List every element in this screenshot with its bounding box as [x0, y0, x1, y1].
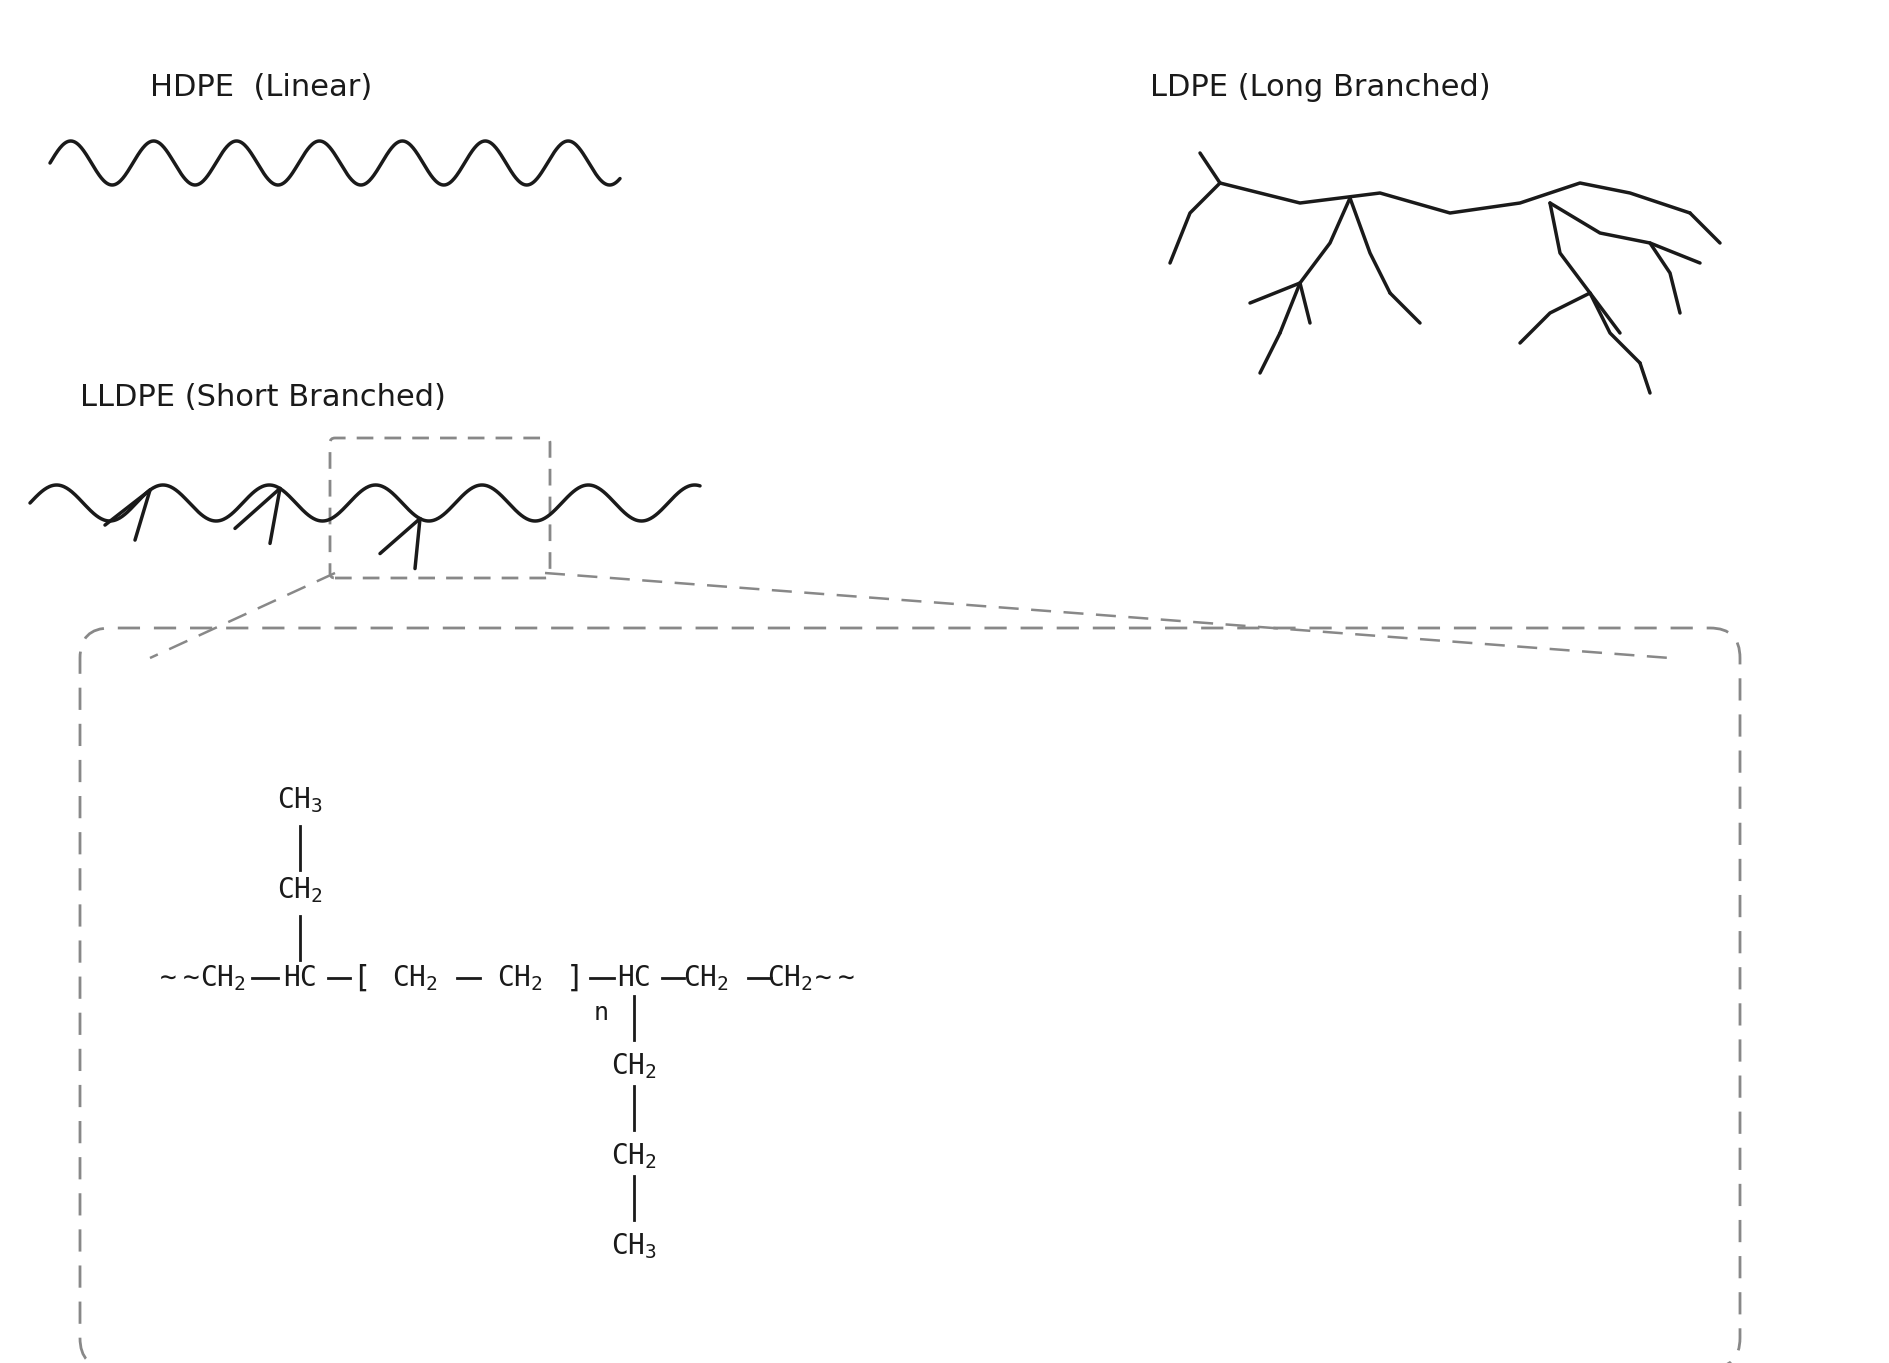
- Text: HDPE  (Linear): HDPE (Linear): [149, 74, 372, 102]
- Text: $\mathtt{HC}$: $\mathtt{HC}$: [283, 964, 317, 992]
- Text: $\mathtt{CH_2\!\sim\!\sim}$: $\mathtt{CH_2\!\sim\!\sim}$: [767, 964, 856, 992]
- Text: $\mathtt{CH_2}$: $\mathtt{CH_2}$: [610, 1141, 657, 1171]
- Text: $\mathtt{[}$: $\mathtt{[}$: [353, 962, 368, 994]
- Text: $\mathtt{CH_2}$: $\mathtt{CH_2}$: [684, 964, 729, 992]
- Text: $\mathtt{\sim\!\sim\!CH_2}$: $\mathtt{\sim\!\sim\!CH_2}$: [155, 964, 246, 992]
- Text: $\mathtt{CH_3}$: $\mathtt{CH_3}$: [278, 785, 323, 815]
- Text: LDPE (Long Branched): LDPE (Long Branched): [1150, 74, 1490, 102]
- Text: $\mathtt{CH_3}$: $\mathtt{CH_3}$: [610, 1231, 657, 1261]
- Text: $\mathtt{CH_2}$: $\mathtt{CH_2}$: [393, 964, 438, 992]
- Text: $\mathtt{]}$: $\mathtt{]}$: [565, 962, 578, 994]
- Text: $\mathtt{n}$: $\mathtt{n}$: [593, 1000, 608, 1025]
- Text: $\mathtt{CH_2}$: $\mathtt{CH_2}$: [497, 964, 542, 992]
- Text: $\mathtt{CH_2}$: $\mathtt{CH_2}$: [610, 1051, 657, 1081]
- Text: LLDPE (Short Branched): LLDPE (Short Branched): [79, 383, 446, 412]
- Text: $\mathtt{HC}$: $\mathtt{HC}$: [618, 964, 650, 992]
- Text: $\mathtt{CH_2}$: $\mathtt{CH_2}$: [278, 875, 323, 905]
